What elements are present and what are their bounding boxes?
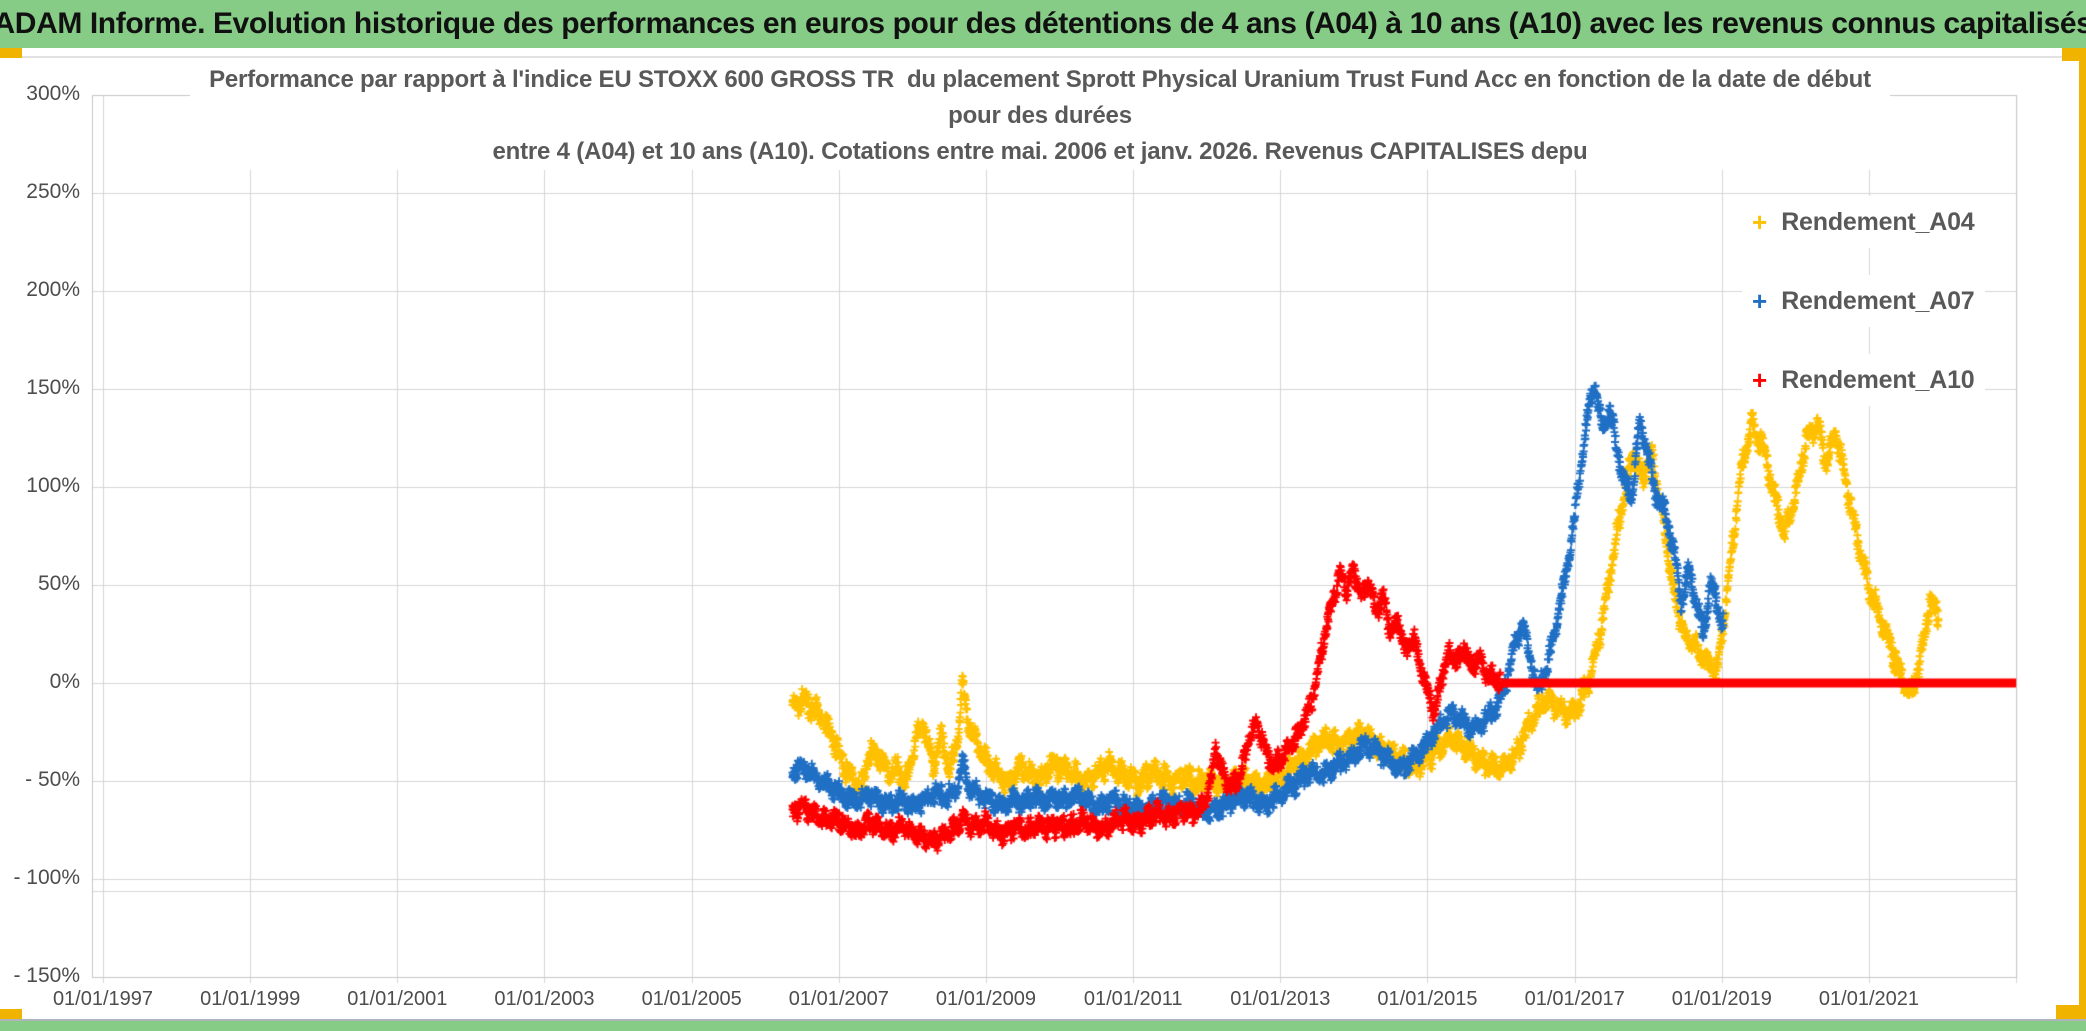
y-tick-label: - 50% [25,768,80,791]
legend-item-rendement_a04[interactable]: + Rendement_A04 [1742,196,1985,248]
chart-title-line-3: entre 4 (A04) et 10 ans (A10). Cotations… [492,138,1588,165]
x-tick-label: 01/01/2019 [1671,988,1772,1010]
x-tick-label: 01/01/2015 [1377,988,1478,1010]
y-tick-label: 50% [37,572,80,595]
legend-item-rendement_a10[interactable]: + Rendement_A10 [1742,354,1985,406]
y-tick-label: 200% [26,278,80,301]
chart-legend: + Rendement_A04 + Rendement_A07 + Rendement_A… [1742,196,1985,433]
x-tick-label: 01/01/2013 [1230,988,1331,1010]
y-tick-label: 150% [26,376,80,399]
chart-title-line-1: Performance par rapport à l'indice EU ST… [209,66,1871,93]
x-tick-label: 01/01/1999 [200,988,301,1010]
x-tick-label: 01/01/2001 [347,988,448,1010]
legend-label: Rendement_A07 [1781,286,1975,315]
chart-title-line-2: pour des durées [948,102,1132,129]
x-tick-label: 01/01/2005 [641,988,742,1010]
x-tick-label: 01/01/2011 [1083,988,1183,1010]
chart-title: Performance par rapport à l'indice EU ST… [190,62,1890,170]
footer-bar [0,1021,2086,1031]
y-tick-label: - 100% [13,866,80,889]
x-tick-label: 01/01/2017 [1524,988,1625,1010]
legend-marker-icon: + [1752,365,1768,395]
x-tick-label: 01/01/1997 [52,988,154,1010]
legend-marker-icon: + [1752,207,1768,237]
y-tick-label: - 150% [13,964,80,987]
x-tick-label: 01/01/2003 [494,988,595,1010]
y-tick-label: 250% [26,180,80,203]
x-tick-label: 01/01/2007 [788,988,889,1010]
y-tick-label: 100% [26,474,80,497]
x-tick-label: 01/01/2021 [1818,988,1920,1010]
footer-divider [0,1019,2086,1021]
legend-marker-icon: + [1752,286,1768,316]
y-tick-label: 300% [26,82,80,105]
legend-label: Rendement_A10 [1781,365,1975,394]
y-tick-label: 0% [49,670,80,693]
legend-item-rendement_a07[interactable]: + Rendement_A07 [1742,275,1985,327]
legend-label: Rendement_A04 [1781,207,1975,236]
x-tick-label: 01/01/2009 [935,988,1037,1010]
